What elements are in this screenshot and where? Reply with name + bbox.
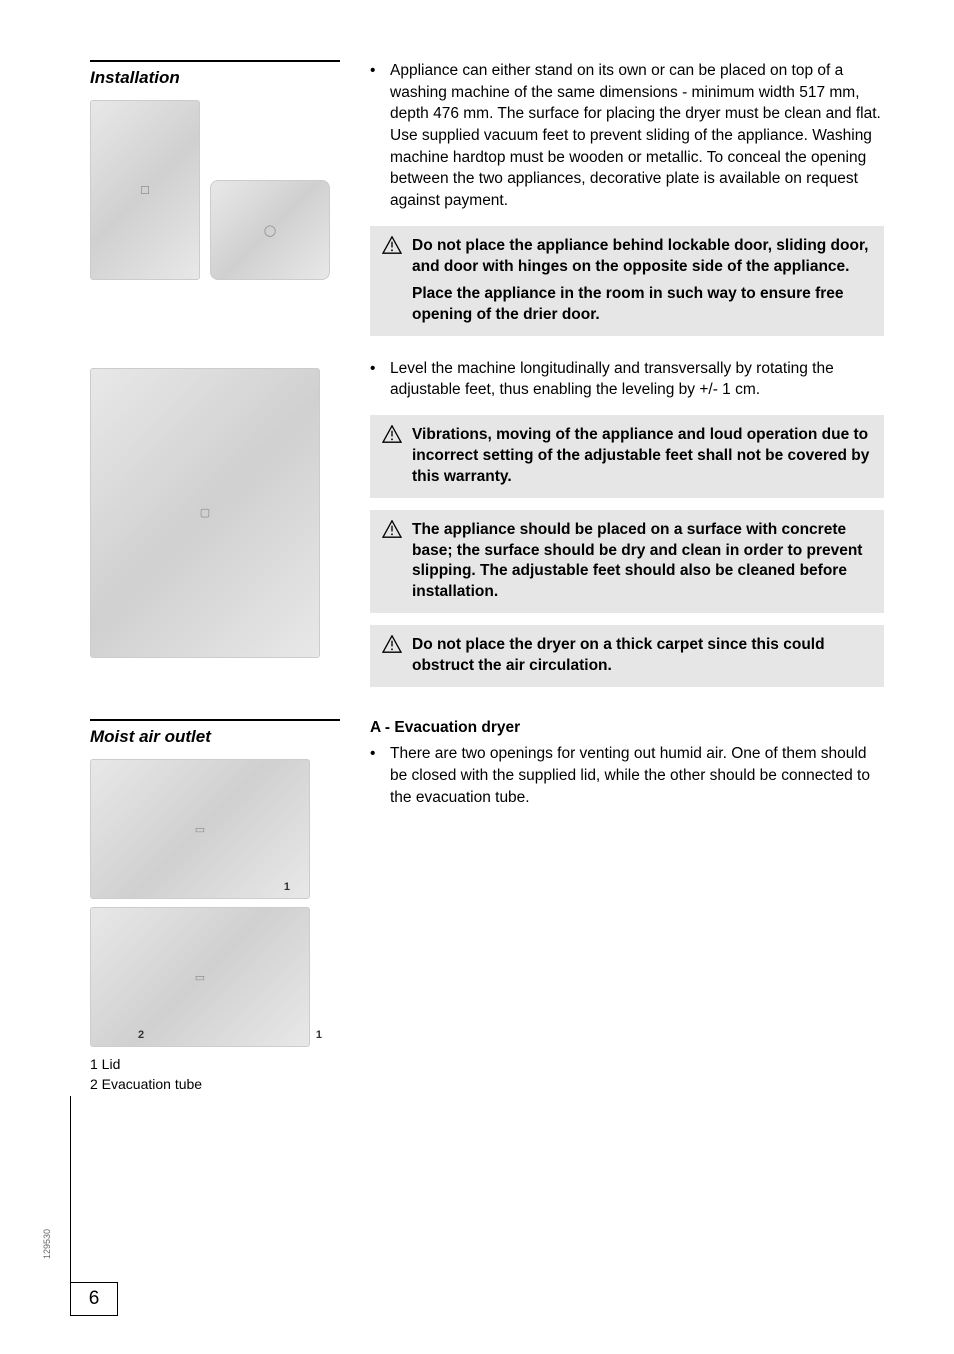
caption-evacuation-tube: 2 Evacuation tube: [90, 1075, 340, 1095]
leveling-bullet-1: • Level the machine longitudinally and t…: [370, 358, 884, 401]
leveling-feet-image: ▢: [90, 368, 320, 658]
bullet-icon: •: [370, 358, 380, 401]
warn1-line2: Place the appliance in the room in such …: [412, 284, 872, 326]
image-callout-1b: 1: [316, 1029, 322, 1041]
image-callout-2: 2: [138, 1029, 144, 1041]
image-caption-list: 1 Lid 2 Evacuation tube: [90, 1055, 340, 1094]
moist-air-section: Moist air outlet ▭ 1 ▭ 2 1 1 Lid 2 Evacu…: [90, 719, 884, 1094]
leveling-right-column: • Level the machine longitudinally and t…: [370, 358, 884, 700]
bullet-icon: •: [370, 60, 380, 212]
caption-lid: 1 Lid: [90, 1055, 340, 1075]
leveling-warning-2-text: The appliance should be placed on a surf…: [412, 520, 872, 604]
leveling-warning-1-text: Vibrations, moving of the appliance and …: [412, 425, 872, 488]
stacked-appliances-image: ☐: [90, 100, 200, 280]
installation-warning-1-text: Do not place the appliance behind lockab…: [412, 236, 872, 326]
installation-image-group: ☐ ◯: [90, 100, 340, 280]
document-code: 129530: [42, 1229, 52, 1259]
warning-triangle-icon: [382, 236, 402, 254]
evacuation-dryer-subheading: A - Evacuation dryer: [370, 719, 884, 737]
leveling-section: ▢ • Level the machine longitudinally and…: [90, 358, 884, 700]
warn1-line1: Do not place the appliance behind lockab…: [412, 236, 872, 278]
moist-air-header: Moist air outlet: [90, 719, 340, 747]
installation-left-column: Installation ☐ ◯: [90, 60, 340, 348]
warning-triangle-icon: [382, 425, 402, 443]
leveling-warning-2: The appliance should be placed on a surf…: [370, 510, 884, 614]
page-number: 6: [70, 1282, 118, 1316]
image-callout-1: 1: [284, 881, 290, 893]
bullet-icon: •: [370, 743, 380, 808]
leveling-warning-1: Vibrations, moving of the appliance and …: [370, 415, 884, 498]
installation-bullet-1-text: Appliance can either stand on its own or…: [390, 60, 884, 212]
evacuation-image-2-wrap: ▭ 2 1: [90, 907, 340, 1047]
moist-air-left-column: Moist air outlet ▭ 1 ▭ 2 1 1 Lid 2 Evacu…: [90, 719, 340, 1094]
washing-machine-drum-image: ◯: [210, 180, 330, 280]
leveling-warning-3-text: Do not place the dryer on a thick carpet…: [412, 635, 872, 677]
installation-header: Installation: [90, 60, 340, 88]
evacuation-opening-image-1: ▭: [90, 759, 310, 899]
evacuation-opening-image-2: ▭: [90, 907, 310, 1047]
warning-triangle-icon: [382, 635, 402, 653]
installation-right-column: • Appliance can either stand on its own …: [370, 60, 884, 348]
moist-air-right-column: A - Evacuation dryer • There are two ope…: [370, 719, 884, 1094]
moist-air-bullet-1-text: There are two openings for venting out h…: [390, 743, 884, 808]
evacuation-image-1-wrap: ▭ 1: [90, 759, 340, 899]
moist-air-bullet-1: • There are two openings for venting out…: [370, 743, 884, 808]
installation-section: Installation ☐ ◯ • Appliance can either …: [90, 60, 884, 348]
leveling-warning-3: Do not place the dryer on a thick carpet…: [370, 625, 884, 687]
warning-triangle-icon: [382, 520, 402, 538]
installation-warning-1: Do not place the appliance behind lockab…: [370, 226, 884, 336]
installation-bullet-1: • Appliance can either stand on its own …: [370, 60, 884, 212]
leveling-bullet-1-text: Level the machine longitudinally and tra…: [390, 358, 884, 401]
leveling-left-column: ▢: [90, 358, 340, 700]
